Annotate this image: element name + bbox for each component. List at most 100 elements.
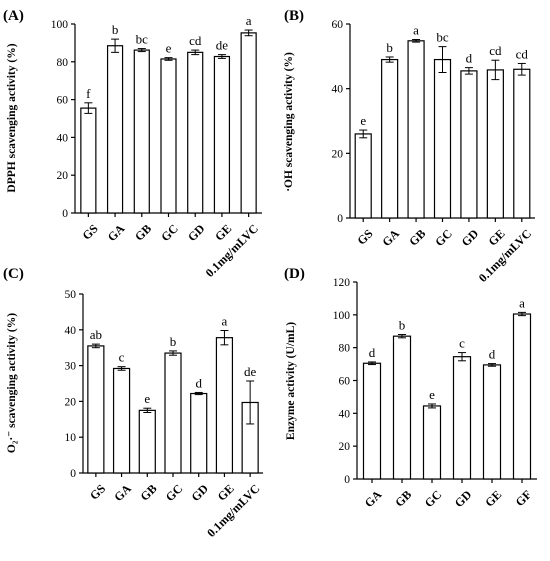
significance-letter: bc	[436, 30, 449, 45]
x-tick-label: GC	[158, 221, 181, 244]
x-tick-label: GC	[163, 481, 186, 504]
significance-letter: d	[369, 345, 376, 360]
y-tick-label: 0	[70, 468, 76, 480]
y-axis-title: DPPH scavenging activity (%)	[6, 43, 18, 192]
bar	[482, 364, 502, 480]
bar	[106, 45, 124, 214]
x-tick-label: GS	[87, 481, 108, 502]
y-tick-label: 60	[332, 19, 344, 31]
panel-a: (A) DPPH scavenging activity (%) 0 20 40 60…	[3, 8, 262, 280]
y-tick-label: 60	[57, 95, 69, 107]
y-tick-label: 30	[65, 361, 77, 373]
x-tick-label: GA	[379, 226, 402, 249]
significance-letter: a	[246, 13, 252, 28]
significance-letter: bc	[136, 32, 149, 47]
x-tick-label: GB	[406, 226, 428, 248]
significance-letter: f	[86, 86, 91, 101]
panel-label: (C)	[3, 266, 24, 282]
significance-letter: c	[119, 350, 125, 365]
significance-letter: cd	[489, 43, 502, 58]
bar	[87, 345, 105, 474]
y-tick-label: 20	[339, 441, 351, 453]
x-tick-label: GB	[132, 221, 154, 243]
x-tick-label: GA	[105, 221, 128, 244]
y-tick-label: 100	[51, 19, 69, 31]
y-tick-label: 80	[339, 343, 351, 355]
y-axis-title: Enzyme activity (U/mL)	[285, 322, 297, 440]
x-tick-label: GB	[392, 487, 414, 509]
y-tick-label: 10	[65, 432, 77, 444]
y-tick-label: 40	[57, 132, 69, 144]
panel-label: (A)	[3, 8, 24, 24]
significance-letter: cd	[189, 33, 202, 48]
y-tick-label: 40	[332, 84, 344, 96]
panel-d: (D) Enzyme activity (U/mL) 0 20 40 60 80 100 1…	[284, 266, 537, 510]
bar	[354, 133, 372, 219]
significance-letter: b	[112, 22, 119, 37]
bar	[512, 313, 532, 480]
significance-letter: ab	[90, 327, 102, 342]
bar	[213, 55, 231, 214]
significance-letter: d	[466, 51, 473, 66]
x-tick-label: GF	[513, 487, 535, 509]
bar	[133, 49, 150, 214]
y-tick-label: 20	[332, 148, 344, 160]
significance-letter: e	[144, 391, 150, 406]
x-tick-label: GS	[79, 221, 100, 242]
x-tick-label: GD	[459, 226, 482, 249]
y-tick-label: 0	[344, 474, 350, 486]
bar	[452, 356, 472, 480]
panel-label: (D)	[284, 266, 305, 282]
y-tick-label: 100	[333, 310, 351, 322]
significance-letter: e	[166, 41, 172, 56]
x-tick-label: GA	[111, 481, 134, 504]
bar	[433, 58, 452, 219]
x-tick-label: GD	[452, 487, 475, 510]
bar	[407, 40, 425, 219]
bar	[164, 352, 182, 474]
bar	[138, 409, 156, 474]
y-tick-label: 60	[339, 376, 351, 388]
bar	[160, 58, 177, 214]
bar	[112, 367, 131, 474]
bar	[422, 405, 442, 480]
y-tick-label: 80	[57, 57, 69, 69]
y-axis-title: O₂·⁻ scavenging activity (%)	[6, 313, 18, 453]
bar	[240, 32, 257, 214]
bar	[392, 335, 412, 480]
bar	[80, 107, 97, 214]
y-tick-label: 20	[57, 170, 69, 182]
significance-letter: de	[244, 364, 257, 379]
bar	[486, 69, 504, 219]
bar	[187, 51, 204, 214]
y-tick-label: 50	[65, 289, 77, 301]
bar	[513, 68, 531, 219]
y-tick-label: 40	[339, 408, 351, 420]
x-tick-label: GS	[354, 226, 375, 247]
x-tick-label: GE	[482, 487, 504, 509]
y-tick-label: 0	[337, 213, 343, 225]
x-tick-label: GD	[188, 481, 211, 504]
panel-c: (C) O₂·⁻ scavenging activity (%) 0 10 20 30…	[3, 266, 263, 540]
significance-letter: cd	[516, 46, 529, 61]
significance-letter: a	[519, 295, 525, 310]
significance-letter: b	[399, 318, 406, 333]
bar	[381, 58, 399, 219]
significance-letter: b	[170, 334, 177, 349]
y-tick-label: 120	[333, 277, 351, 289]
significance-letter: a	[413, 23, 419, 38]
x-tick-label: GA	[362, 487, 385, 510]
x-tick-label: GB	[137, 481, 159, 503]
panel-b: (B) ·OH scavenging activity (%) 0 20 40 60 e…	[283, 8, 535, 285]
bar	[215, 337, 234, 474]
significance-letter: d	[195, 375, 202, 390]
x-tick-label: GC	[422, 487, 445, 510]
significance-letter: de	[216, 38, 229, 53]
significance-letter: c	[459, 336, 465, 351]
significance-letter: e	[360, 113, 366, 128]
significance-letter: b	[386, 40, 393, 55]
bar	[190, 392, 208, 474]
y-tick-label: 0	[62, 208, 68, 220]
y-tick-label: 40	[65, 325, 77, 337]
